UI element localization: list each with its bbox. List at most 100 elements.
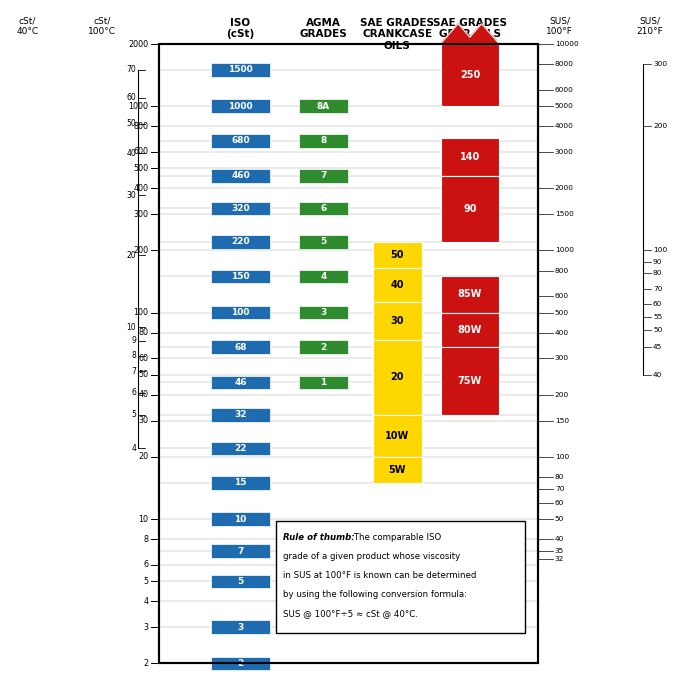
Bar [211, 269, 269, 283]
Text: cSt/
100°C: cSt/ 100°C [88, 17, 116, 37]
Bar [159, 44, 538, 663]
Text: 100: 100 [231, 308, 249, 317]
Text: 6: 6 [131, 388, 136, 397]
Bar [211, 376, 269, 389]
Text: 460: 460 [231, 171, 250, 180]
Text: 80: 80 [555, 474, 565, 480]
Text: 7: 7 [131, 367, 136, 376]
Bar [299, 235, 348, 248]
Text: 9: 9 [131, 336, 136, 345]
Text: 70: 70 [555, 486, 565, 492]
Text: 500: 500 [133, 164, 149, 173]
Text: 45: 45 [653, 344, 662, 350]
Bar [299, 376, 348, 389]
Text: 4: 4 [131, 444, 136, 453]
Text: 7: 7 [320, 171, 327, 180]
Text: 55: 55 [653, 314, 662, 320]
Text: SUS/
100°F: SUS/ 100°F [547, 17, 573, 37]
Text: 10: 10 [139, 515, 149, 523]
Text: 30: 30 [390, 316, 404, 326]
Text: 40: 40 [555, 536, 565, 542]
Bar [441, 138, 499, 176]
Text: 70: 70 [126, 65, 136, 74]
Text: 320: 320 [231, 204, 249, 213]
Text: 6000: 6000 [555, 87, 574, 93]
Text: 1000: 1000 [228, 102, 253, 110]
Text: 10: 10 [234, 515, 247, 523]
Text: Rule of thumb:: Rule of thumb: [283, 533, 355, 542]
Text: 20: 20 [126, 250, 136, 259]
Text: 2: 2 [237, 659, 244, 668]
Text: in SUS at 100°F is known can be determined: in SUS at 100°F is known can be determin… [283, 571, 477, 580]
Text: grade of a given product whose viscosity: grade of a given product whose viscosity [283, 552, 461, 561]
Text: 60: 60 [139, 354, 149, 363]
Text: 1500: 1500 [555, 211, 574, 217]
Text: 5: 5 [144, 577, 149, 586]
Text: 4: 4 [320, 271, 327, 281]
Bar [211, 476, 269, 489]
Text: 250: 250 [460, 70, 480, 80]
Text: 50: 50 [555, 516, 565, 522]
Text: 80: 80 [653, 270, 663, 276]
Text: 100: 100 [133, 308, 149, 317]
Text: 7: 7 [237, 546, 244, 556]
Bar [276, 521, 525, 633]
Bar [373, 303, 422, 340]
Bar [299, 341, 348, 354]
Bar [211, 408, 269, 422]
Text: 5: 5 [131, 410, 136, 419]
Bar [441, 176, 499, 242]
Bar [373, 415, 422, 457]
Bar [211, 134, 269, 148]
Text: 80: 80 [139, 328, 149, 337]
Text: 50: 50 [126, 119, 136, 129]
Text: 6: 6 [320, 204, 327, 213]
Text: 3000: 3000 [555, 149, 574, 155]
Text: 35: 35 [555, 548, 564, 554]
Text: 150: 150 [555, 418, 569, 424]
Text: 8: 8 [144, 535, 149, 544]
Text: 40: 40 [126, 149, 136, 158]
Text: 3: 3 [320, 308, 327, 317]
Text: 80W: 80W [457, 325, 482, 335]
Bar [373, 340, 422, 415]
Text: 2000: 2000 [555, 185, 574, 192]
Bar [211, 169, 269, 183]
Text: 4: 4 [144, 597, 149, 606]
Text: 60: 60 [653, 301, 663, 307]
Text: 150: 150 [231, 271, 249, 281]
Text: 140: 140 [460, 152, 480, 162]
Text: 32: 32 [234, 410, 247, 419]
Text: AGMA
GRADES: AGMA GRADES [299, 18, 348, 39]
Text: 6: 6 [144, 561, 149, 569]
Bar [211, 620, 269, 634]
Text: The comparable ISO: The comparable ISO [351, 533, 442, 542]
Bar [211, 63, 269, 77]
Bar [373, 457, 422, 483]
Text: 1500: 1500 [228, 65, 253, 74]
Text: 800: 800 [555, 267, 569, 274]
Text: 50: 50 [653, 328, 663, 334]
Text: 3: 3 [237, 623, 244, 632]
Bar [299, 306, 348, 320]
Text: 30: 30 [126, 191, 136, 200]
Bar [211, 441, 269, 455]
Bar [211, 100, 269, 113]
Text: 300: 300 [133, 210, 149, 219]
Text: 680: 680 [231, 136, 249, 146]
Text: 90: 90 [653, 259, 663, 265]
Text: 2: 2 [320, 343, 327, 352]
Bar [299, 134, 348, 148]
Text: by using the following conversion formula:: by using the following conversion formul… [283, 590, 467, 599]
Bar [441, 347, 499, 415]
Bar [299, 169, 348, 183]
Text: 20: 20 [138, 452, 149, 462]
Text: SAE GRADES
GEAR OILS: SAE GRADES GEAR OILS [433, 18, 507, 39]
Text: 100: 100 [555, 454, 569, 460]
Text: 40: 40 [653, 372, 663, 378]
Text: 400: 400 [133, 184, 149, 193]
Text: 200: 200 [555, 392, 569, 398]
Text: 85W: 85W [457, 290, 482, 299]
Polygon shape [441, 24, 499, 44]
Bar [441, 276, 499, 313]
